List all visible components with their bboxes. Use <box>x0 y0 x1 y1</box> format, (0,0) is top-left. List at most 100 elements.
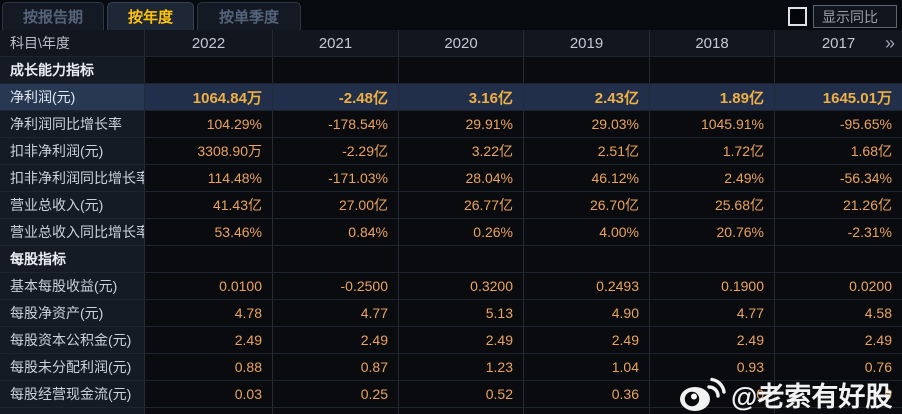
cell-value: 20.76% <box>650 219 775 246</box>
table-header-row: 科目\年度 2022 2021 2020 2019 2018 2017 » <box>0 30 902 57</box>
cell-value: 26.77亿 <box>399 192 524 219</box>
cell-value <box>273 246 399 273</box>
row-label: 营业总收入同比增长率 <box>0 219 145 246</box>
tab-by-report-period[interactable]: 按报告期 <box>2 2 104 30</box>
cell-value: 2.49 <box>145 327 273 354</box>
cell-value: 4.90 <box>524 300 650 327</box>
row-label: 基本每股收益(元) <box>0 273 145 300</box>
table-row-partial <box>0 408 902 414</box>
table-row: 每股指标 <box>0 246 902 273</box>
cell-value: 4.00% <box>524 219 650 246</box>
cell-value: 0.87 <box>273 354 399 381</box>
cell-value: 4.77 <box>650 300 775 327</box>
cell-value <box>145 408 273 414</box>
tab-by-year[interactable]: 按年度 <box>107 2 194 30</box>
cell-value: 0.25 <box>273 381 399 408</box>
row-label: 每股资本公积金(元) <box>0 327 145 354</box>
table-row-net-profit: 净利润(元) 1064.84万 -2.48亿 3.16亿 2.43亿 1.89亿… <box>0 84 902 111</box>
cell-value: 0.84% <box>273 219 399 246</box>
cell-value: 26.70亿 <box>524 192 650 219</box>
year-header-2022: 2022 <box>145 30 273 57</box>
cell-value: 1.04 <box>524 354 650 381</box>
table-row: 每股资本公积金(元) 2.49 2.49 2.49 2.49 2.49 2.49 <box>0 327 902 354</box>
yoy-controls: 显示同比 <box>788 5 897 28</box>
cell-value <box>775 246 902 273</box>
row-label: 营业总收入(元) <box>0 192 145 219</box>
show-yoy-label[interactable]: 显示同比 <box>813 5 897 28</box>
cell-value: 27.00亿 <box>273 192 399 219</box>
corner-header: 科目\年度 <box>0 30 145 57</box>
cell-value: 3.22亿 <box>399 138 524 165</box>
cell-value: 2.49 <box>650 327 775 354</box>
cell-value: -178.54% <box>273 111 399 138</box>
cell-value <box>650 57 775 84</box>
cell-value: 4.78 <box>145 300 273 327</box>
cell-value: 1.68亿 <box>775 138 902 165</box>
cell-value: 5.13 <box>399 300 524 327</box>
table-row: 成长能力指标 <box>0 57 902 84</box>
show-yoy-checkbox[interactable] <box>788 7 807 26</box>
cell-value: 1.89亿 <box>650 84 775 111</box>
cell-value: 21.26亿 <box>775 192 902 219</box>
year-header-2017: 2017 » <box>775 30 902 57</box>
cell-value <box>273 408 399 414</box>
cell-value <box>145 57 273 84</box>
cell-value: 0.0200 <box>775 273 902 300</box>
cell-value <box>524 57 650 84</box>
cell-value: -171.03% <box>273 165 399 192</box>
cell-value: -56.34% <box>775 165 902 192</box>
table-row: 基本每股收益(元) 0.0100 -0.2500 0.3200 0.2493 0… <box>0 273 902 300</box>
tab-by-single-quarter[interactable]: 按单季度 <box>197 2 301 30</box>
more-years-icon[interactable]: » <box>884 33 895 53</box>
cell-value: 0.52 <box>399 381 524 408</box>
cell-value: 2.49 <box>775 327 902 354</box>
row-label: 成长能力指标 <box>0 57 145 84</box>
cell-value: 2.51亿 <box>524 138 650 165</box>
year-header-2019: 2019 <box>524 30 650 57</box>
cell-value: -95.65% <box>775 111 902 138</box>
cell-value: 2.43亿 <box>524 84 650 111</box>
row-label: 每股净资产(元) <box>0 300 145 327</box>
row-label: 扣非净利润同比增长率 <box>0 165 145 192</box>
cell-value: -0.2500 <box>273 273 399 300</box>
row-label: 扣非净利润(元) <box>0 138 145 165</box>
cell-value: 3.16亿 <box>399 84 524 111</box>
cell-value: 25.68亿 <box>650 192 775 219</box>
table-row: 净利润同比增长率 104.29% -178.54% 29.91% 29.03% … <box>0 111 902 138</box>
cell-value: 2.49 <box>399 327 524 354</box>
cell-value: 9 <box>775 381 902 408</box>
cell-value <box>775 57 902 84</box>
cell-value: 1.72亿 <box>650 138 775 165</box>
table-row: 每股未分配利润(元) 0.88 0.87 1.23 1.04 0.93 0.76 <box>0 354 902 381</box>
cell-value: 0.0100 <box>145 273 273 300</box>
cell-value: 0.03 <box>145 381 273 408</box>
cell-value: 104.29% <box>145 111 273 138</box>
cell-value: 0.76 <box>775 354 902 381</box>
cell-value: 0.36 <box>524 381 650 408</box>
cell-value <box>399 408 524 414</box>
cell-value: 0.3200 <box>399 273 524 300</box>
cell-value: 0.88 <box>145 354 273 381</box>
cell-value: 4.58 <box>775 300 902 327</box>
table-row: 每股经营现金流(元) 0.03 0.25 0.52 0.36 0 9 <box>0 381 902 408</box>
row-label: 每股经营现金流(元) <box>0 381 145 408</box>
row-label: 每股指标 <box>0 246 145 273</box>
cell-value: -2.48亿 <box>273 84 399 111</box>
cell-value: 2.49 <box>524 327 650 354</box>
financial-table: 科目\年度 2022 2021 2020 2019 2018 2017 » 成长… <box>0 30 902 414</box>
cell-value: 1645.01万 <box>775 84 902 111</box>
table-row: 扣非净利润(元) 3308.90万 -2.29亿 3.22亿 2.51亿 1.7… <box>0 138 902 165</box>
cell-value <box>650 408 775 414</box>
cell-value <box>399 246 524 273</box>
cell-value <box>524 246 650 273</box>
row-label: 净利润同比增长率 <box>0 111 145 138</box>
cell-value: 2.49% <box>650 165 775 192</box>
cell-value: 114.48% <box>145 165 273 192</box>
cell-value: 0.26% <box>399 219 524 246</box>
table-row: 扣非净利润同比增长率 114.48% -171.03% 28.04% 46.12… <box>0 165 902 192</box>
cell-value: 0.93 <box>650 354 775 381</box>
cell-value: 53.46% <box>145 219 273 246</box>
cell-value: 29.91% <box>399 111 524 138</box>
cell-value: 1.23 <box>399 354 524 381</box>
